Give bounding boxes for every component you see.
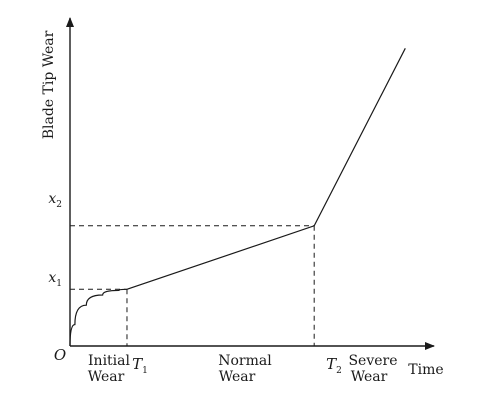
stage-label-normal-line1: Normal [218,353,272,369]
wear-curve-line [69,48,406,347]
x-tick-t2: T2 [326,355,342,376]
stage-label-normal-line2: Wear [219,369,256,385]
y-tick-x2: x2 [48,191,62,210]
stage-label-initial-line2: Wear [88,369,125,385]
x-tick-t1: T1 [132,355,148,376]
origin-label: O [54,346,66,364]
stage-label-severe-line2: Wear [351,369,388,385]
x-axis-label: Time [408,362,443,378]
stage-label-initial-line1: Initial [88,353,130,369]
y-tick-x1: x1 [48,270,62,289]
stage-label-severe-line1: Severe [348,353,397,369]
y-axis-label: Blade Tip Wear [41,30,57,139]
